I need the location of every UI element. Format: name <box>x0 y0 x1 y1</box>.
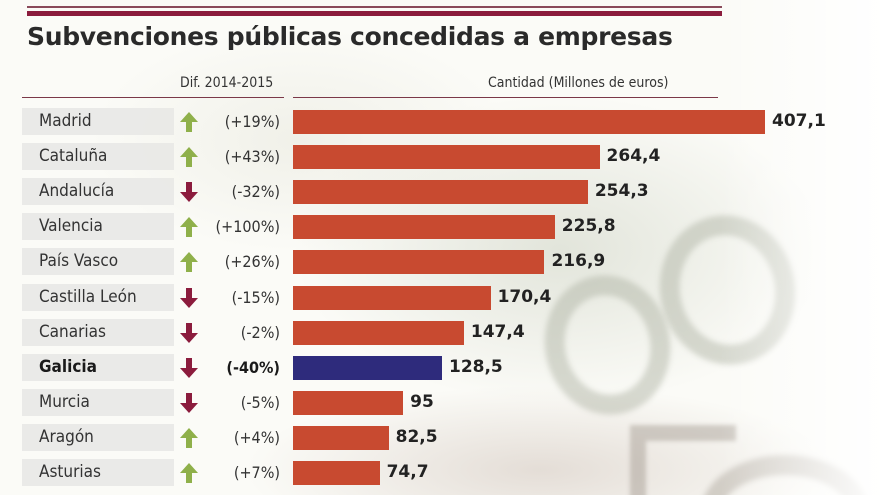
arrow-down-icon <box>179 286 199 310</box>
bar-value-label: 95 <box>410 391 434 412</box>
bar <box>293 320 464 345</box>
arrow-up-icon <box>179 250 199 274</box>
diff-percent-label: (+26%) <box>224 252 280 272</box>
chart-row: Galicia (-40%) 128,5 <box>0 353 880 389</box>
bar <box>293 390 404 415</box>
category-label: Andalucía <box>39 181 115 202</box>
bar <box>293 145 600 170</box>
chart-row: Murcia (-5%) 95 <box>0 388 880 424</box>
chart-row: Asturias (+7%) 74,7 <box>0 459 880 494</box>
category-label-box: Galicia <box>22 353 174 381</box>
chart-row: Castilla León (-15%) 170,4 <box>0 283 880 319</box>
diff-percent-label: (-5%) <box>240 392 280 412</box>
top-rule-thin <box>27 6 722 8</box>
banknote-five-shape <box>630 425 736 495</box>
category-label-box: Canarias <box>22 318 174 346</box>
category-label: Galicia <box>39 356 97 377</box>
category-label-box: País Vasco <box>22 248 174 276</box>
bar-value-label: 147,4 <box>470 321 525 342</box>
bar <box>293 425 389 450</box>
category-label: Canarias <box>39 321 106 342</box>
diff-percent-label: (+100%) <box>215 217 280 237</box>
bar <box>293 285 491 310</box>
category-label: Asturias <box>39 462 101 482</box>
category-label: Cataluña <box>39 146 108 167</box>
diff-column-header: Dif. 2014-2015 <box>180 75 274 91</box>
bar-value-label: 128,5 <box>448 356 503 377</box>
diff-percent-label: (+43%) <box>224 147 280 167</box>
arrow-down-icon <box>179 180 199 204</box>
bar-value-label: 74,7 <box>386 462 429 482</box>
bar <box>293 355 442 380</box>
arrow-up-icon <box>179 461 199 485</box>
chart-row: País Vasco (+26%) 216,9 <box>0 248 880 283</box>
arrow-up-icon <box>179 110 199 134</box>
arrow-up-icon <box>179 215 199 239</box>
chart-title: Subvenciones públicas concedidas a empre… <box>27 22 673 51</box>
category-label-box: Andalucía <box>22 178 174 206</box>
chart-row: Valencia (+100%) 225,8 <box>0 213 880 248</box>
bar-value-label: 82,5 <box>395 426 438 447</box>
diff-percent-label: (+4%) <box>233 427 280 447</box>
diff-percent-label: (-2%) <box>240 322 280 342</box>
header-divider <box>22 97 284 98</box>
category-label: Murcia <box>39 391 90 412</box>
bar-value-label: 407,1 <box>772 111 826 131</box>
bar-value-label: 170,4 <box>497 286 552 307</box>
arrow-up-icon <box>179 145 199 169</box>
category-label-box: Aragón <box>22 423 174 451</box>
arrow-down-icon <box>179 321 199 345</box>
category-label-box: Cataluña <box>22 143 174 171</box>
chart-row: Andalucía (-32%) 254,3 <box>0 178 880 213</box>
category-label-box: Murcia <box>22 388 174 416</box>
category-label-box: Madrid <box>22 108 174 135</box>
diff-percent-label: (-15%) <box>231 287 280 307</box>
bar-value-label: 225,8 <box>561 216 616 237</box>
bar <box>293 215 555 240</box>
diff-percent-label: (-32%) <box>231 182 280 202</box>
diff-percent-label: (+7%) <box>233 463 280 482</box>
bar <box>293 250 545 275</box>
bar <box>293 461 380 485</box>
bar <box>293 110 765 134</box>
category-label-box: Castilla León <box>22 283 174 311</box>
header-divider <box>293 97 718 98</box>
arrow-down-icon <box>179 391 199 415</box>
bar-value-label: 216,9 <box>551 251 606 272</box>
diff-percent-label: (-40%) <box>226 357 280 377</box>
chart-row: Madrid (+19%) 407,1 <box>0 108 880 143</box>
bar-value-label: 264,4 <box>606 146 661 167</box>
diff-percent-label: (+19%) <box>224 112 280 131</box>
bar-value-label: 254,3 <box>594 181 649 202</box>
arrow-up-icon <box>179 426 199 450</box>
chart-row: Aragón (+4%) 82,5 <box>0 423 880 459</box>
amount-column-header: Cantidad (Millones de euros) <box>488 75 669 91</box>
category-label: Castilla León <box>39 286 137 307</box>
chart-row: Canarias (-2%) 147,4 <box>0 318 880 354</box>
background-fade <box>720 0 880 495</box>
bar <box>293 180 588 205</box>
category-label: Valencia <box>39 216 103 237</box>
category-label: Madrid <box>39 111 92 131</box>
category-label-box: Valencia <box>22 213 174 241</box>
chart-row: Cataluña (+43%) 264,4 <box>0 143 880 178</box>
category-label-box: Asturias <box>22 459 174 486</box>
top-rule-thick <box>27 11 722 16</box>
arrow-down-icon <box>179 356 199 380</box>
category-label: País Vasco <box>39 251 119 272</box>
category-label: Aragón <box>39 426 94 447</box>
